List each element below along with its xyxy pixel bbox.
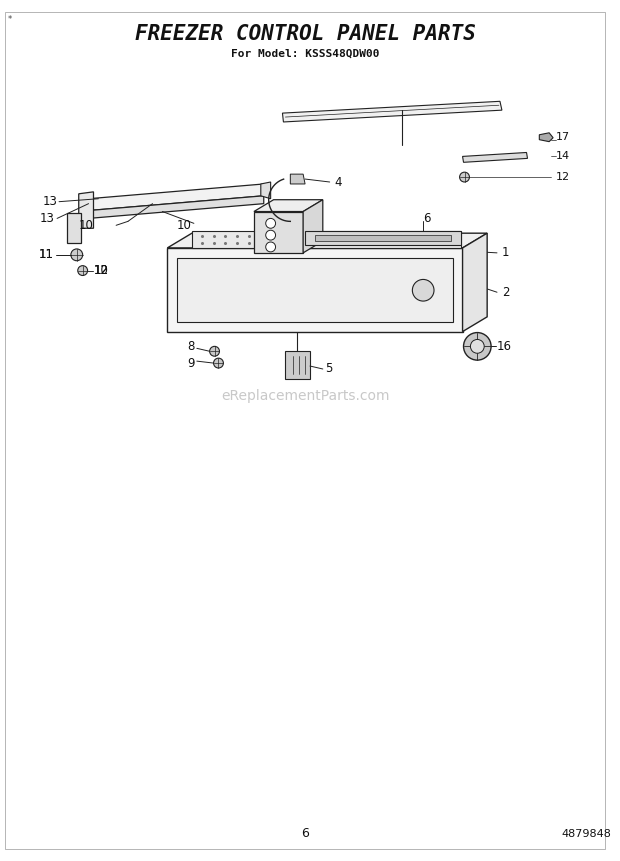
Polygon shape: [463, 152, 528, 163]
Circle shape: [213, 358, 223, 368]
Text: 11: 11: [39, 248, 54, 262]
Polygon shape: [79, 192, 94, 228]
Circle shape: [266, 219, 275, 228]
Polygon shape: [89, 195, 264, 219]
Polygon shape: [283, 102, 502, 122]
Text: For Model: KSSS48QDW00: For Model: KSSS48QDW00: [231, 49, 379, 59]
Polygon shape: [89, 184, 264, 211]
Polygon shape: [254, 200, 323, 212]
Text: 16: 16: [497, 340, 512, 353]
Polygon shape: [539, 133, 553, 142]
Text: 5: 5: [325, 362, 332, 375]
Text: 12: 12: [94, 264, 108, 277]
Text: 14: 14: [556, 152, 570, 161]
Text: 9: 9: [187, 356, 195, 369]
Polygon shape: [167, 248, 463, 331]
Polygon shape: [303, 200, 323, 253]
Text: *: *: [8, 15, 12, 24]
Text: 3: 3: [224, 237, 231, 250]
Text: 10: 10: [79, 219, 94, 232]
Text: 12: 12: [556, 172, 570, 182]
Text: 4: 4: [335, 176, 342, 189]
Text: 6: 6: [301, 827, 309, 840]
Text: 12: 12: [94, 264, 108, 277]
Polygon shape: [192, 232, 461, 248]
Circle shape: [266, 242, 275, 252]
Text: 6: 6: [423, 212, 431, 225]
Circle shape: [464, 332, 491, 360]
Text: 11: 11: [39, 248, 54, 262]
Polygon shape: [261, 182, 271, 199]
Circle shape: [412, 280, 434, 301]
Polygon shape: [285, 351, 310, 379]
Text: 17: 17: [556, 132, 570, 142]
Text: 10: 10: [177, 219, 192, 232]
Polygon shape: [463, 233, 487, 331]
Ellipse shape: [159, 198, 186, 210]
Text: 13: 13: [42, 195, 57, 208]
Polygon shape: [315, 235, 451, 241]
Circle shape: [471, 339, 484, 353]
Text: 1: 1: [502, 246, 510, 259]
Circle shape: [210, 346, 219, 356]
Text: eReplacementParts.com: eReplacementParts.com: [221, 388, 389, 403]
Polygon shape: [67, 214, 81, 243]
Polygon shape: [167, 233, 487, 248]
Circle shape: [71, 249, 82, 261]
Text: 4879848: 4879848: [561, 828, 611, 839]
Circle shape: [266, 230, 275, 240]
Polygon shape: [305, 232, 461, 245]
Polygon shape: [177, 257, 453, 322]
Text: 10: 10: [94, 264, 108, 277]
Circle shape: [459, 172, 469, 182]
Polygon shape: [254, 212, 303, 253]
Circle shape: [78, 266, 87, 276]
Polygon shape: [290, 174, 305, 184]
Text: FREEZER CONTROL PANEL PARTS: FREEZER CONTROL PANEL PARTS: [135, 24, 476, 45]
Text: 8: 8: [187, 340, 195, 353]
Text: 2: 2: [502, 286, 510, 299]
Text: 13: 13: [39, 212, 54, 225]
